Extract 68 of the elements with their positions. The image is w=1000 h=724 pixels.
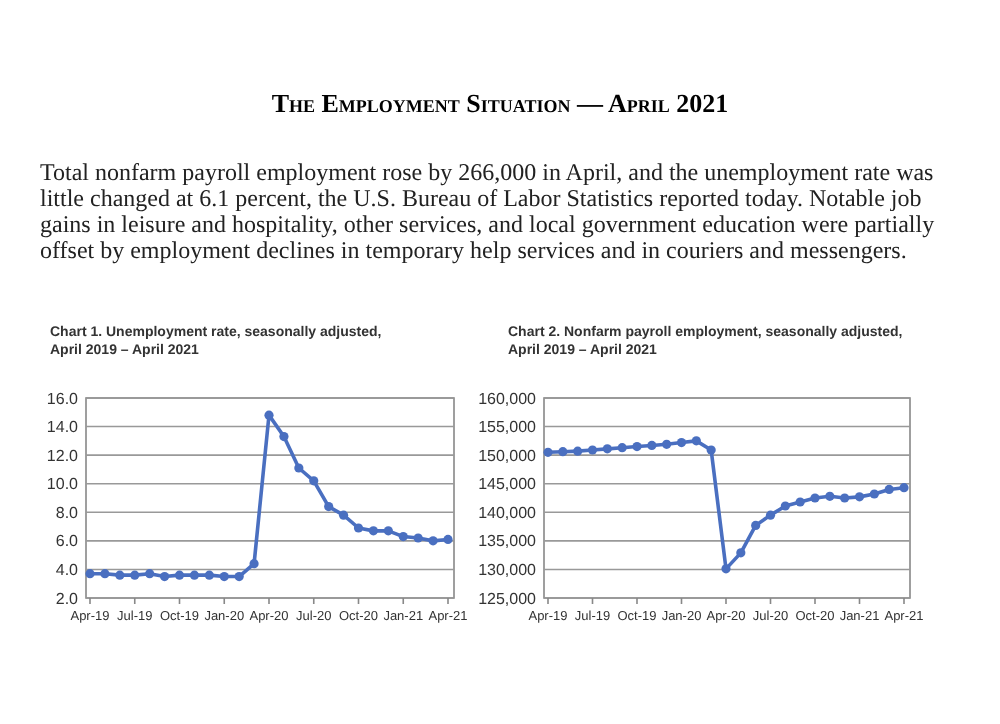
point (736, 548, 746, 558)
point (249, 559, 259, 569)
point (899, 483, 909, 493)
point (383, 526, 393, 536)
point (662, 439, 672, 449)
point (780, 501, 790, 511)
point (368, 526, 379, 536)
point (573, 446, 583, 456)
point (795, 497, 805, 507)
point (443, 534, 453, 545)
point (854, 492, 865, 502)
y-tick-label: 135,000 (478, 532, 538, 551)
y-tick-label: 12.0 (46, 446, 80, 465)
y-tick-label: 155,000 (478, 418, 538, 437)
point (558, 447, 568, 457)
point (543, 447, 553, 457)
point (145, 569, 155, 579)
y-tick-label: 150,000 (478, 446, 538, 465)
point (279, 431, 289, 442)
point (219, 571, 229, 582)
point (840, 493, 850, 503)
point (338, 510, 349, 520)
text: The Employment Situation — April 2021 (271, 88, 729, 118)
point (398, 531, 408, 542)
point (294, 463, 304, 473)
point (85, 569, 95, 579)
point (602, 444, 612, 454)
y-tick-label: 140,000 (478, 503, 538, 522)
point (174, 570, 185, 580)
point (676, 437, 687, 448)
point (189, 570, 200, 580)
point (413, 533, 423, 543)
point (706, 445, 716, 455)
y-tick-label: 10.0 (46, 475, 80, 494)
y-tick-label: 8.0 (55, 503, 80, 522)
point (721, 564, 731, 574)
y-tick-label: 6.0 (55, 532, 80, 551)
point (234, 571, 244, 582)
point (428, 536, 438, 546)
y-tick-label: 16.0 (46, 389, 80, 408)
point (691, 436, 701, 446)
y-tick-label: 145,000 (478, 475, 538, 494)
point (825, 491, 835, 501)
y-tick-label: 14.0 (46, 418, 80, 437)
point (869, 489, 879, 499)
point (309, 476, 319, 486)
point (264, 410, 274, 420)
y-tick-label: 160,000 (478, 389, 538, 408)
point (632, 441, 642, 452)
text: Total nonfarm payroll employment rose by 266,000 in April, and the unemployment rate was little changed at 6.1 percent, the U.S. Bureau of Labor Statistics reported today. Notable job gains in leisure and hospitality, other services, and local government education were partially offset by employment declines in temporary help services and in couriers and messengers. (40, 158, 935, 264)
point (587, 445, 598, 455)
point (810, 493, 820, 503)
point (647, 440, 657, 451)
point (204, 570, 214, 580)
y-tick-label: 125,000 (478, 589, 538, 608)
y-tick-label: 2.0 (55, 589, 80, 608)
point (751, 520, 761, 531)
point (884, 484, 894, 495)
point (765, 510, 776, 520)
y-tick-label: 4.0 (55, 561, 80, 580)
point (324, 501, 334, 512)
y-tick-label: 130,000 (478, 561, 538, 580)
point (353, 523, 364, 533)
point (115, 570, 125, 580)
point (130, 570, 140, 580)
point (617, 443, 627, 453)
point (159, 571, 170, 582)
point (100, 569, 110, 579)
